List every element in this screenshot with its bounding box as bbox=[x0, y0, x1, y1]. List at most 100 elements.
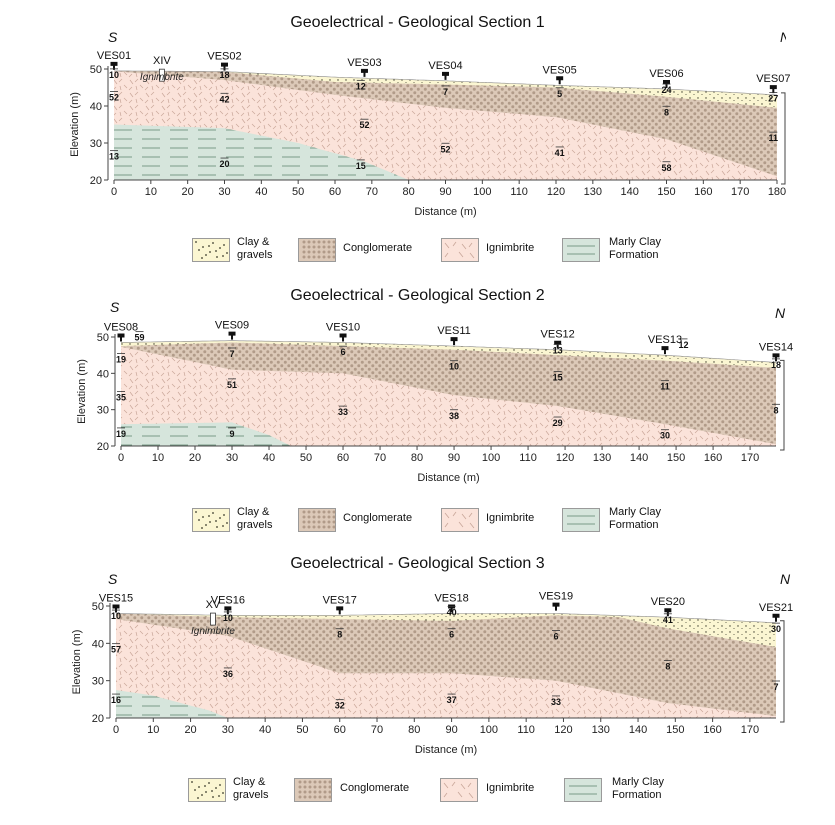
swatch-dot bbox=[322, 240, 326, 244]
ves-arrow-icon bbox=[339, 333, 347, 342]
ves-arrow-icon bbox=[112, 604, 120, 613]
direction-left: S bbox=[108, 571, 118, 587]
legend-swatch-ignimbrite bbox=[440, 778, 478, 802]
x-tick-label: 20 bbox=[189, 452, 201, 464]
right-bracket bbox=[781, 92, 786, 185]
x-tick-label: 180 bbox=[768, 186, 786, 198]
ves-marker: VES03 bbox=[347, 57, 382, 77]
resistivity-value: 16 bbox=[111, 695, 121, 705]
section-title: Geoelectrical - Geological Section 2 bbox=[290, 287, 545, 304]
swatch-dot bbox=[327, 255, 331, 259]
resistivity-value: 40 bbox=[447, 607, 457, 617]
swatch-dot bbox=[209, 521, 211, 523]
resistivity-value: 11 bbox=[769, 133, 779, 143]
y-tick-label: 30 bbox=[90, 138, 102, 150]
legend-label-clay: Clay & gravels bbox=[237, 236, 272, 262]
resistivity-value: 8 bbox=[664, 107, 669, 117]
x-tick-label: 90 bbox=[445, 724, 457, 736]
swatch-dot bbox=[317, 515, 321, 519]
ves-marker: VES14 bbox=[759, 341, 793, 362]
swatch-dot bbox=[302, 515, 306, 519]
swatch-dot bbox=[302, 510, 306, 514]
resistivity-value: 51 bbox=[227, 380, 237, 390]
x-tick-label: 170 bbox=[741, 452, 759, 464]
swatch-dot bbox=[308, 785, 312, 789]
ves-label: VES04 bbox=[428, 60, 462, 72]
legend-swatch-marly bbox=[562, 238, 600, 262]
resistivity-value: 5 bbox=[557, 89, 562, 99]
right-bracket bbox=[780, 359, 785, 451]
borehole-icon bbox=[158, 68, 165, 82]
swatch-dot bbox=[303, 780, 307, 784]
ves-label: VES08 bbox=[104, 321, 138, 333]
x-tick-label: 120 bbox=[554, 724, 572, 736]
direction-right: N bbox=[780, 571, 791, 587]
y-tick-label: 20 bbox=[90, 175, 102, 187]
x-tick-label: 20 bbox=[182, 186, 194, 198]
rock-label: Ignimbrite bbox=[140, 72, 184, 83]
legend-label-clay-line1: Clay & bbox=[237, 236, 270, 248]
legend-swatch-ignimbrite bbox=[441, 238, 479, 262]
resistivity-value: 19 bbox=[116, 354, 126, 364]
swatch-ticks bbox=[443, 781, 474, 799]
resistivity-value: 41 bbox=[555, 148, 565, 158]
y-tick-label: 50 bbox=[90, 64, 102, 76]
swatch-dot bbox=[322, 510, 326, 514]
swatch-dot bbox=[202, 516, 204, 518]
x-tick-label: 140 bbox=[629, 724, 647, 736]
swatch-dot bbox=[312, 520, 316, 524]
swatch-dot bbox=[298, 795, 302, 799]
legend-label-marly-line1: Marly Clay bbox=[609, 236, 661, 248]
swatch-dot bbox=[298, 780, 302, 784]
conglomerate-layer bbox=[114, 70, 777, 177]
x-tick-label: 100 bbox=[480, 724, 498, 736]
x-tick-label: 150 bbox=[667, 452, 685, 464]
legend-swatch-texture bbox=[195, 241, 228, 259]
x-tick-label: 110 bbox=[517, 724, 535, 736]
x-tick-label: 140 bbox=[620, 186, 638, 198]
resistivity-value: 12 bbox=[356, 81, 366, 91]
swatch-dot bbox=[307, 255, 311, 259]
resistivity-value: 7 bbox=[230, 349, 235, 359]
y-tick-label: 40 bbox=[90, 101, 102, 113]
direction-right: N bbox=[780, 29, 786, 45]
x-axis-label: Distance (m) bbox=[415, 744, 477, 756]
legend-label-marly: Marly Clay Formation bbox=[609, 506, 661, 532]
legend-swatch-texture bbox=[444, 241, 475, 259]
x-tick-label: 100 bbox=[473, 186, 491, 198]
y-tick-label: 40 bbox=[97, 368, 109, 380]
borehole-icon bbox=[210, 612, 216, 626]
ves-arrow-icon bbox=[224, 606, 232, 615]
resistivity-value: 7 bbox=[443, 87, 448, 97]
swatch-dot bbox=[198, 249, 200, 251]
swatch-dot bbox=[223, 514, 225, 516]
swatch-dot bbox=[327, 250, 331, 254]
swatch-dot bbox=[219, 517, 221, 519]
swatch-dot bbox=[216, 256, 218, 258]
resistivity-value: 13 bbox=[109, 152, 119, 162]
x-tick-label: 150 bbox=[657, 186, 675, 198]
y-axis-label: Elevation (m) bbox=[71, 630, 83, 695]
swatch-dot bbox=[205, 524, 207, 526]
resistivity-value: 13 bbox=[553, 345, 563, 355]
ves-arrow-icon bbox=[117, 333, 125, 342]
legend-swatch-texture bbox=[567, 245, 595, 255]
swatch-dot bbox=[212, 796, 214, 798]
swatch-ticks bbox=[444, 511, 475, 529]
swatch-dot bbox=[222, 792, 224, 794]
ves-label: VES18 bbox=[434, 592, 468, 604]
swatch-dot bbox=[208, 782, 210, 784]
swatch-dot bbox=[332, 520, 336, 524]
swatch-dot bbox=[204, 785, 206, 787]
swatch-dot bbox=[218, 795, 220, 797]
x-tick-label: 140 bbox=[630, 452, 648, 464]
ves-label: VES13 bbox=[648, 334, 682, 346]
swatch-dot bbox=[318, 780, 322, 784]
ves-label: VES09 bbox=[215, 320, 249, 332]
ves-label: VES11 bbox=[437, 325, 470, 337]
x-tick-label: 50 bbox=[292, 186, 304, 198]
swatch-dot bbox=[332, 240, 336, 244]
ves-marker: VES01 bbox=[97, 50, 131, 70]
ves-label: VES05 bbox=[543, 64, 577, 76]
section-2: Geoelectrical - Geological Section 2 S N… bbox=[76, 287, 793, 532]
